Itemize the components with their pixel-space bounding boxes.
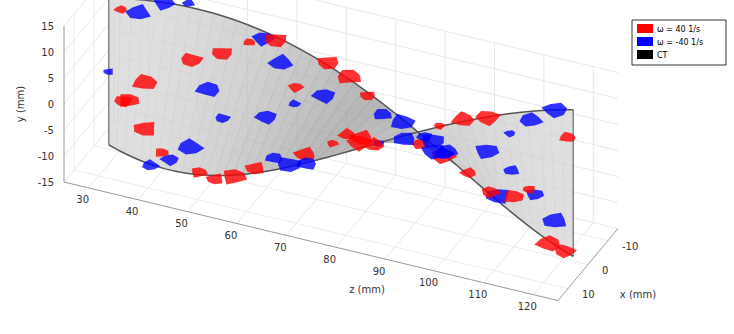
svg-text:10: 10: [582, 289, 595, 300]
svg-text:-10: -10: [38, 151, 54, 162]
svg-text:10: 10: [41, 47, 54, 58]
svg-text:110: 110: [468, 289, 487, 300]
svg-text:-15: -15: [38, 177, 54, 188]
svg-text:ω = -40 1/s: ω = -40 1/s: [657, 38, 703, 47]
svg-text:90: 90: [373, 266, 386, 277]
svg-text:0: 0: [602, 265, 608, 276]
svg-text:-10: -10: [622, 241, 638, 252]
svg-text:30: 30: [76, 194, 89, 205]
svg-text:15: 15: [41, 21, 54, 32]
svg-text:5: 5: [48, 73, 54, 84]
svg-text:x (mm): x (mm): [620, 289, 656, 300]
svg-text:50: 50: [175, 218, 188, 229]
svg-text:y (mm): y (mm): [15, 86, 26, 122]
svg-text:70: 70: [274, 242, 287, 253]
svg-text:CT: CT: [657, 51, 668, 60]
svg-text:z (mm): z (mm): [349, 284, 385, 295]
svg-text:100: 100: [419, 277, 438, 288]
svg-text:ω = 40 1/s: ω = 40 1/s: [657, 25, 700, 34]
svg-text:-5: -5: [44, 125, 54, 136]
svg-text:40: 40: [126, 206, 139, 217]
svg-text:0: 0: [48, 99, 54, 110]
svg-text:60: 60: [225, 230, 238, 241]
svg-text:80: 80: [323, 254, 336, 265]
svg-text:120: 120: [518, 301, 537, 312]
